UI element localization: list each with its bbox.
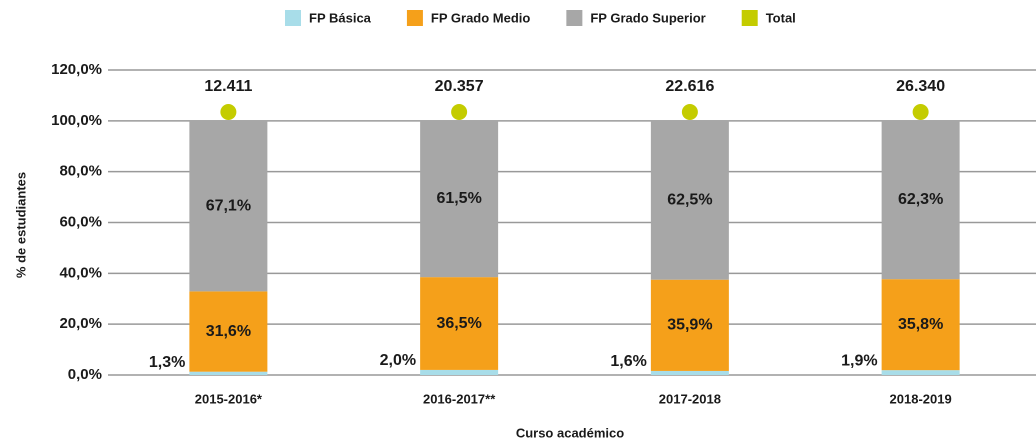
- legend-swatch: [741, 10, 758, 26]
- y-axis-label: % de estudiantes: [13, 172, 28, 278]
- y-tick-label: 80,0%: [59, 163, 102, 180]
- total-label: 22.616: [665, 78, 714, 95]
- legend-swatch: [406, 10, 423, 26]
- total-label: 26.340: [896, 78, 945, 95]
- x-tick-label: 2015-2016*: [195, 391, 263, 406]
- x-tick-label: 2016-2017**: [423, 391, 496, 406]
- total-marker: [681, 104, 698, 120]
- x-tick-label: 2018-2019: [890, 391, 952, 406]
- bar-segment: [420, 277, 499, 370]
- y-tick-label: 20,0%: [59, 315, 102, 332]
- total-label: 20.357: [435, 78, 484, 95]
- bar-segment: [650, 120, 729, 280]
- bar-segment: [881, 370, 960, 375]
- value-label: 67,1%: [206, 197, 251, 214]
- bar-segment: [189, 120, 268, 292]
- total-label: 12.411: [204, 78, 252, 95]
- bar-segment: [881, 120, 960, 280]
- bar-segment: [650, 279, 729, 371]
- y-tick-label: 120,0%: [51, 61, 102, 78]
- bar-segment: [189, 291, 268, 372]
- bar-segment: [650, 370, 729, 375]
- value-label: 2,0%: [380, 352, 416, 369]
- total-marker: [220, 104, 237, 120]
- value-label: 1,6%: [610, 353, 646, 370]
- total-marker: [451, 104, 468, 120]
- value-label: 31,6%: [206, 323, 251, 340]
- legend-label: FP Grado Medio: [431, 10, 530, 25]
- value-label: 62,5%: [667, 191, 712, 208]
- legend-swatch: [566, 10, 583, 26]
- value-label: 61,5%: [436, 190, 481, 207]
- bar-segment: [420, 369, 499, 375]
- bar-segment: [189, 371, 268, 375]
- value-label: 36,5%: [436, 315, 481, 332]
- x-tick-label: 2017-2018: [659, 391, 721, 406]
- value-label: 1,3%: [149, 354, 185, 371]
- legend-label: FP Básica: [309, 10, 372, 25]
- bar-segment: [881, 279, 960, 371]
- value-label: 35,8%: [898, 316, 943, 333]
- y-tick-label: 40,0%: [59, 264, 102, 281]
- y-tick-label: 60,0%: [59, 213, 102, 230]
- legend-label: Total: [766, 10, 796, 25]
- legend-label: FP Grado Superior: [590, 10, 705, 25]
- x-axis-label: Curso académico: [516, 425, 624, 440]
- y-tick-label: 0,0%: [68, 366, 102, 383]
- value-label: 1,9%: [841, 352, 877, 369]
- bar-segment: [420, 120, 499, 278]
- value-label: 35,9%: [667, 317, 712, 334]
- y-tick-label: 100,0%: [51, 112, 102, 129]
- legend-swatch: [285, 10, 301, 26]
- total-marker: [912, 104, 929, 120]
- value-label: 62,3%: [898, 191, 943, 208]
